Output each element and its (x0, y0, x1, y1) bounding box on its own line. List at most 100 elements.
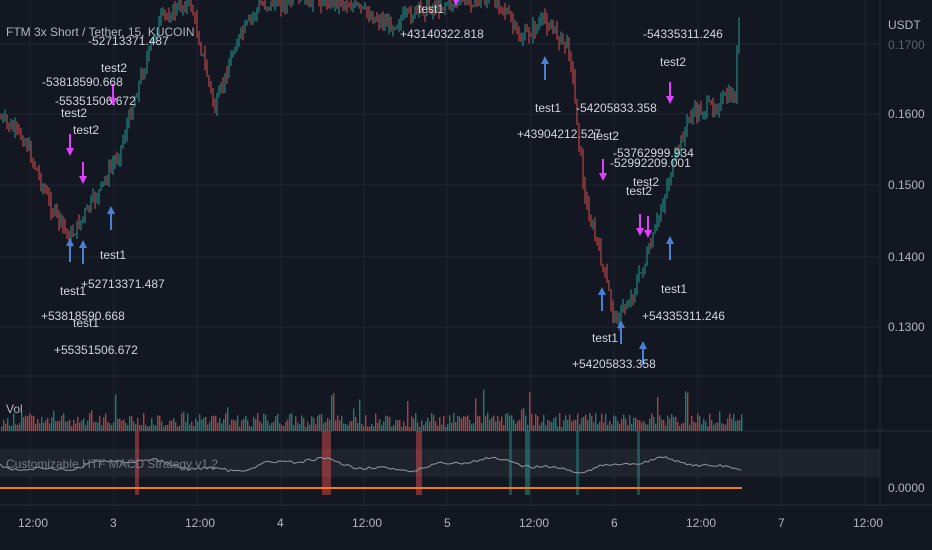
volume-bar (219, 418, 221, 431)
volume-bar (635, 417, 637, 431)
volume-bar (423, 425, 425, 431)
volume-bar (319, 414, 321, 431)
sell-arrow (66, 134, 74, 156)
volume-bar (507, 413, 509, 431)
volume-bar (377, 422, 379, 431)
volume-bar (409, 426, 411, 431)
volume-bar (447, 423, 449, 431)
volume-bar (275, 416, 277, 431)
volume-bar (177, 426, 179, 431)
volume-bar (487, 412, 489, 431)
volume-bar (383, 421, 385, 431)
volume-bar (455, 422, 457, 431)
volume-bar (663, 420, 665, 431)
volume-bar (289, 414, 291, 431)
volume-bar (189, 424, 191, 431)
volume-bar (707, 426, 709, 431)
volume-bar (247, 420, 249, 431)
volume-bar (123, 419, 125, 431)
volume-bar (581, 417, 583, 431)
volume-bar (445, 426, 447, 431)
volume-bar (463, 415, 465, 431)
volume-bar (207, 424, 209, 431)
volume-bar (251, 426, 253, 431)
volume-bar (303, 418, 305, 431)
volume-bar (333, 393, 335, 431)
volume-bar (305, 426, 307, 431)
volume-bar (185, 421, 187, 431)
volume-bar (163, 426, 165, 431)
volume-bar (499, 420, 501, 431)
volume-bar (217, 422, 219, 431)
volume-bar (337, 415, 339, 431)
volume-bar (601, 413, 603, 431)
volume-bar (19, 423, 21, 431)
volume-bar (643, 420, 645, 431)
volume-bar (411, 416, 413, 431)
sell-arrow (109, 84, 117, 106)
volume-bar (471, 424, 473, 431)
volume-bar (699, 416, 701, 431)
volume-bar (21, 413, 23, 431)
volume-bar (615, 416, 617, 431)
volume-bar (351, 420, 353, 431)
volume-bar (659, 415, 661, 431)
volume-bar (421, 420, 423, 431)
volume-bar (431, 413, 433, 431)
volume-bar (321, 414, 323, 431)
volume-bar (317, 415, 319, 431)
volume-bar (457, 415, 459, 431)
volume-bar (331, 395, 333, 431)
volume-bar (297, 422, 299, 431)
volume-bar (9, 425, 11, 431)
volume-bar (61, 415, 63, 431)
time-tick: 12:00 (519, 516, 550, 530)
volume-bar (311, 416, 313, 431)
volume-bar (567, 419, 569, 431)
volume-bar (227, 407, 229, 431)
volume-bar (547, 419, 549, 431)
volume-bar (443, 415, 445, 431)
volume-bar (557, 426, 559, 431)
trade-label: test1 (60, 284, 87, 298)
volume-bar (225, 413, 227, 431)
volume-bar (239, 426, 241, 431)
volume-bar (671, 414, 673, 431)
volume-bar (701, 424, 703, 431)
volume-bar (157, 415, 159, 431)
volume-bar (183, 411, 185, 431)
volume-bar (639, 420, 641, 431)
trade-label: test1 (661, 282, 688, 296)
volume-bar (717, 422, 719, 431)
volume-bar (205, 416, 207, 431)
volume-bar (255, 419, 257, 431)
sell-arrow (453, 0, 459, 6)
volume-bar (173, 418, 175, 431)
volume-bar (201, 419, 203, 431)
volume-bar (631, 423, 633, 431)
volume-bar (405, 425, 407, 431)
volume-bar (35, 423, 37, 431)
volume-bar (689, 424, 691, 431)
volume-bar (295, 416, 297, 431)
volume-bar (531, 413, 533, 431)
volume-bar (209, 421, 211, 431)
volume-bar (733, 413, 735, 431)
volume-bar (693, 421, 695, 431)
volume-bar (535, 414, 537, 431)
indicator-pane-label[interactable]: Customizable HTF MACD Strategy v1.2 (6, 457, 219, 471)
volume-bar (363, 426, 365, 431)
symbol-title: FTM 3x Short / Tether, 15, KUCOIN (6, 25, 195, 39)
volume-bar (483, 389, 485, 431)
volume-bar (667, 415, 669, 431)
volume-bar (413, 418, 415, 431)
volume-bar (301, 415, 303, 431)
volume-bar (367, 426, 369, 431)
volume-bar (435, 421, 437, 431)
buy-arrow (598, 287, 606, 311)
volume-bar (403, 421, 405, 431)
volume-bar (235, 420, 237, 431)
volume-bar (151, 418, 153, 431)
volume-bar (585, 414, 587, 431)
